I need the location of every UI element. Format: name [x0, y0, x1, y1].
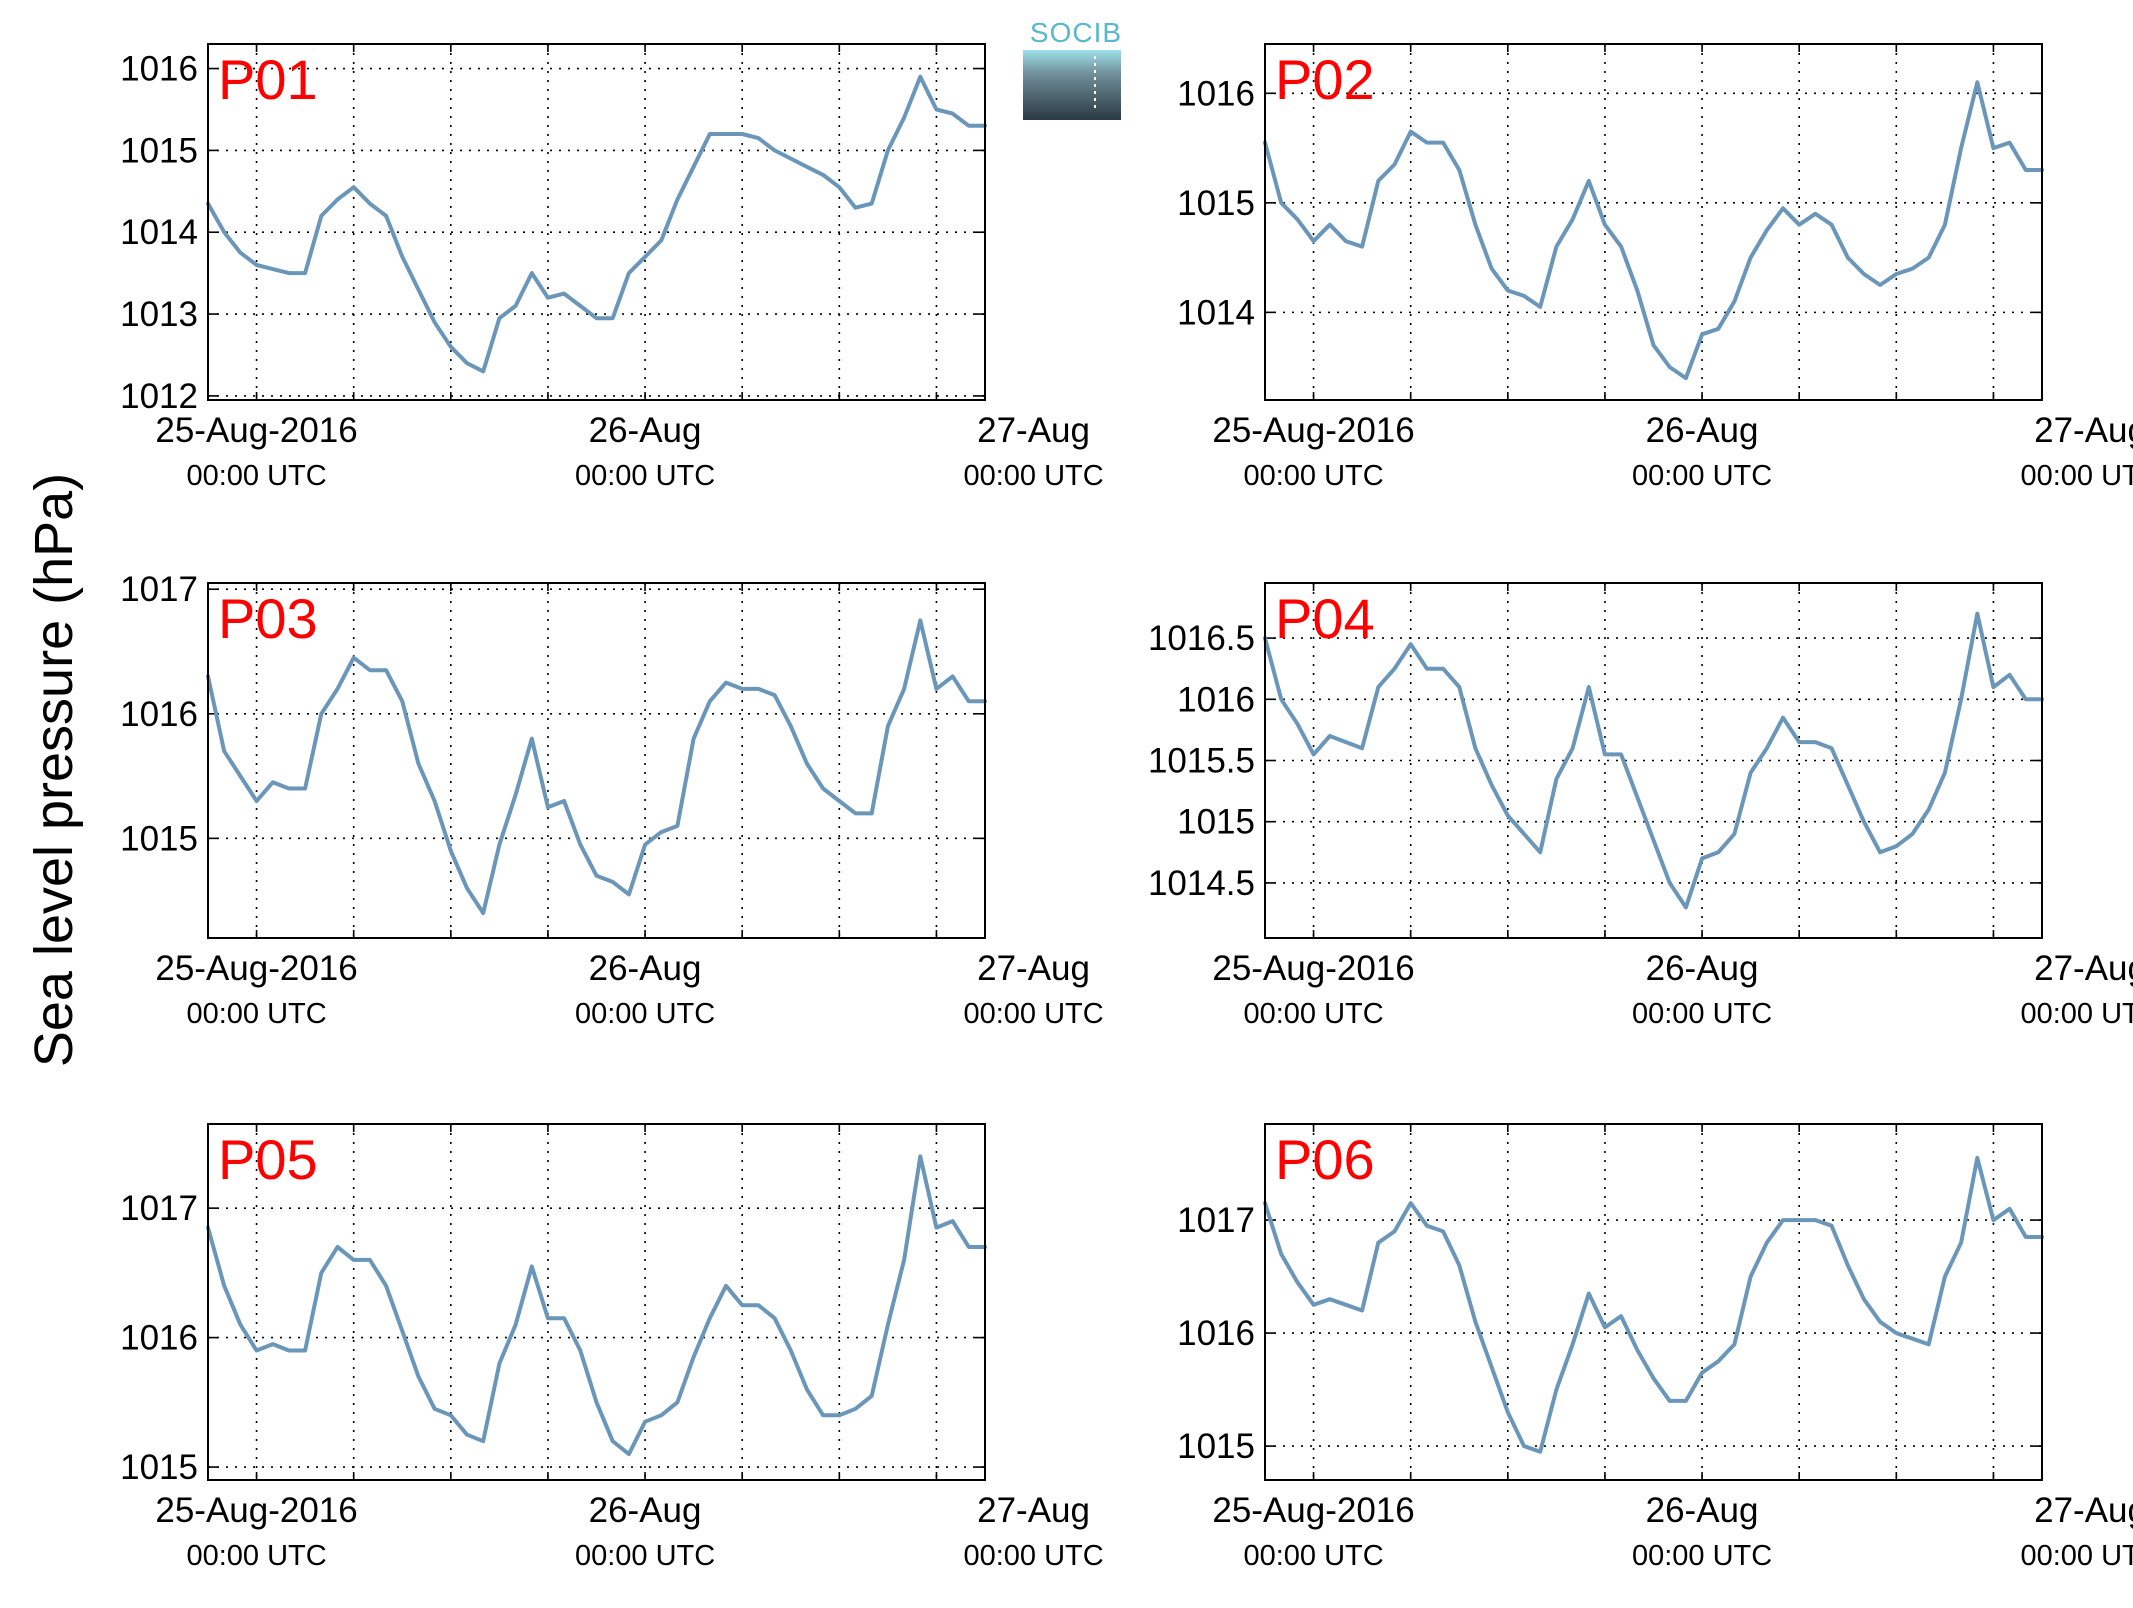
plot-frame [207, 1123, 986, 1481]
panel-label: P02 [1275, 48, 1375, 111]
y-tick-label: 1015 [120, 819, 198, 858]
x-tick-sublabel: 00:00 UTC [963, 1540, 1103, 1572]
y-tick-label: 1017 [1177, 1201, 1255, 1240]
x-tick-sublabel: 00:00 UTC [186, 998, 326, 1030]
x-tick-sublabel: 00:00 UTC [575, 460, 715, 492]
panel-label: P05 [218, 1128, 318, 1191]
panel-label: P03 [218, 587, 318, 650]
x-tick-sublabel: 00:00 UTC [2020, 1540, 2133, 1572]
x-tick-sublabel: 00:00 UTC [1632, 998, 1772, 1030]
y-tick-label: 1015 [1177, 803, 1255, 842]
y-tick-label: 1013 [120, 295, 198, 334]
y-tick-label: 1015 [120, 131, 198, 170]
x-tick-sublabel: 00:00 UTC [963, 998, 1103, 1030]
x-tick-sublabel: 00:00 UTC [186, 460, 326, 492]
x-tick-label: 26-Aug [589, 1491, 702, 1530]
x-tick-sublabel: 00:00 UTC [575, 998, 715, 1030]
panel-p04: 1014.5 1015 1015.5 1016 1016.5 P04 25-Aug-2016… [1148, 582, 2133, 1030]
y-tick-label: 1017 [120, 1189, 198, 1228]
y-tick-label: 1016.5 [1148, 619, 1255, 658]
x-tick-label: 26-Aug [1646, 411, 1759, 450]
logo-block [1023, 50, 1121, 120]
y-tick-label: 1014.5 [1148, 864, 1255, 903]
y-tick-label: 1015.5 [1148, 742, 1255, 781]
x-tick-sublabel: 00:00 UTC [186, 1540, 326, 1572]
y-tick-label: 1014 [1177, 293, 1255, 332]
series-line-p05 [206, 1154, 987, 1457]
x-tick-sublabel: 00:00 UTC [575, 1540, 715, 1572]
x-tick-label: 27-Aug [2034, 1491, 2133, 1530]
x-tick-label: 26-Aug [1646, 1491, 1759, 1530]
x-tick-sublabel: 00:00 UTC [1632, 1540, 1772, 1572]
panel-p03: 1015 1016 1017 P03 25-Aug-2016 00:00 UTC 26-Au… [120, 570, 1104, 1030]
x-tick-label: 25-Aug-2016 [155, 949, 357, 988]
logo-text: SOCIB [1030, 17, 1122, 48]
plot-frame [1264, 1123, 2043, 1481]
panel-p01: 1012 1013 1014 1015 1016 P01 25-Aug-2016 00:00 … [120, 43, 1104, 492]
x-tick-sublabel: 00:00 UTC [1632, 460, 1772, 492]
y-tick-label: 1017 [120, 570, 198, 609]
y-tick-label: 1015 [1177, 184, 1255, 223]
x-tick-label: 25-Aug-2016 [1212, 1491, 1414, 1530]
y-tick-label: 1016 [1177, 1314, 1255, 1353]
y-tick-label: 1016 [1177, 680, 1255, 719]
x-tick-label: 27-Aug [977, 949, 1090, 988]
x-tick-label: 26-Aug [589, 411, 702, 450]
series-line-p02 [1263, 80, 2044, 381]
y-tick-label: 1015 [120, 1448, 198, 1487]
y-tick-label: 1016 [120, 50, 198, 89]
plot-frame [207, 43, 986, 401]
panel-p06: 1015 1016 1017 P06 25-Aug-2016 00:00 UTC 26-Au… [1177, 1123, 2133, 1572]
y-tick-label: 1016 [1177, 74, 1255, 113]
panel-label: P06 [1275, 1128, 1375, 1191]
y-axis-label: Sea level pressure (hPa) [24, 473, 84, 1067]
y-tick-label: 1014 [120, 213, 198, 252]
series-line-p04 [1263, 611, 2044, 910]
panel-p05: 1015 1016 1017 P05 25-Aug-2016 00:00 UTC 26-Au… [120, 1123, 1104, 1572]
x-tick-label: 27-Aug [2034, 411, 2133, 450]
y-tick-label: 1015 [1177, 1427, 1255, 1466]
series-line-p01 [206, 74, 987, 374]
x-tick-label: 26-Aug [589, 949, 702, 988]
panel-label: P04 [1275, 587, 1375, 650]
x-tick-sublabel: 00:00 UTC [1243, 460, 1383, 492]
y-tick-label: 1012 [120, 377, 198, 416]
x-tick-label: 27-Aug [977, 1491, 1090, 1530]
plot-frame [1264, 582, 2043, 939]
x-tick-label: 25-Aug-2016 [155, 411, 357, 450]
x-tick-label: 26-Aug [1646, 949, 1759, 988]
x-tick-label: 25-Aug-2016 [1212, 411, 1414, 450]
plot-frame [207, 582, 986, 939]
series-line-p03 [206, 618, 987, 916]
x-tick-sublabel: 00:00 UTC [963, 460, 1103, 492]
x-tick-label: 27-Aug [2034, 949, 2133, 988]
x-tick-sublabel: 00:00 UTC [2020, 460, 2133, 492]
series-line-p06 [1263, 1155, 2044, 1454]
x-tick-label: 25-Aug-2016 [155, 1491, 357, 1530]
panel-label: P01 [218, 48, 318, 111]
x-tick-sublabel: 00:00 UTC [2020, 998, 2133, 1030]
x-tick-sublabel: 00:00 UTC [1243, 998, 1383, 1030]
x-tick-label: 25-Aug-2016 [1212, 949, 1414, 988]
x-tick-label: 27-Aug [977, 411, 1090, 450]
plot-frame [1264, 43, 2043, 401]
y-tick-label: 1016 [120, 1319, 198, 1358]
y-tick-label: 1016 [120, 695, 198, 734]
x-tick-sublabel: 00:00 UTC [1243, 1540, 1383, 1572]
panel-p02: 1014 1015 1016 P02 25-Aug-2016 00:00 UTC 26-Au… [1177, 43, 2133, 492]
socib-logo: SOCIB [1023, 17, 1122, 120]
